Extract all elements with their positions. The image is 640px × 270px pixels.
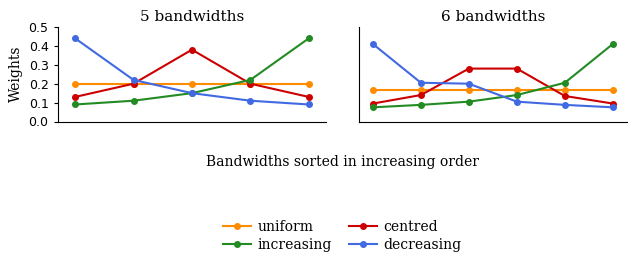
- Legend: uniform, increasing, centred, decreasing: uniform, increasing, centred, decreasing: [218, 214, 467, 258]
- Y-axis label: Weights: Weights: [9, 46, 23, 103]
- Text: Bandwidths sorted in increasing order: Bandwidths sorted in increasing order: [206, 155, 479, 169]
- Title: 5 bandwidths: 5 bandwidths: [140, 11, 244, 25]
- Title: 6 bandwidths: 6 bandwidths: [441, 11, 545, 25]
